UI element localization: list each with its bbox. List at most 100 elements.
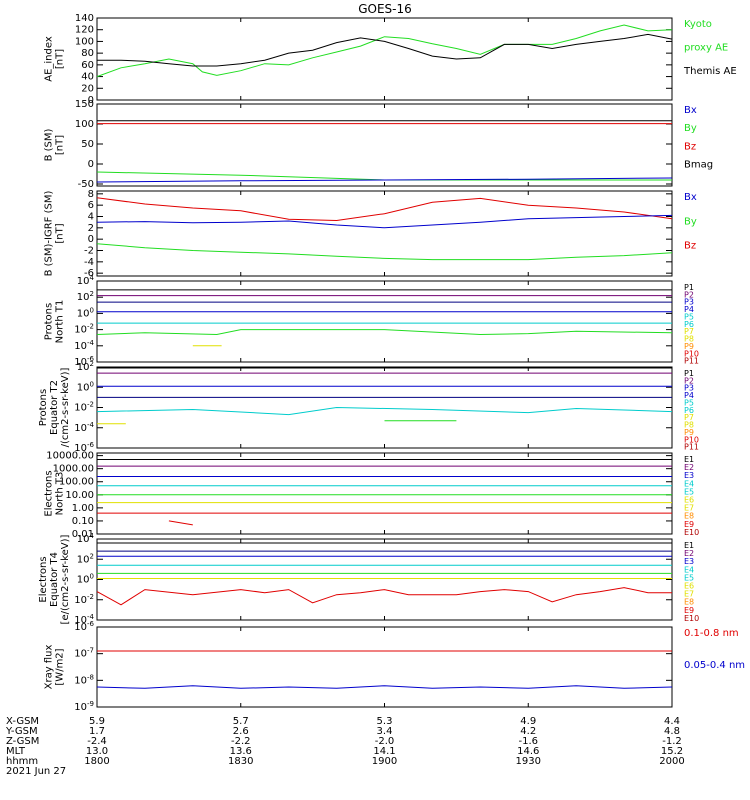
- y-tick-exponent: -2: [87, 401, 94, 409]
- series-line: [96, 197, 673, 222]
- series-line: [96, 177, 673, 183]
- legend-entry: P5: [684, 398, 694, 407]
- x-axis-row-label: Y-GSM: [5, 726, 38, 737]
- legend-entry: E10: [684, 528, 699, 537]
- x-axis-value: -2.0: [375, 736, 395, 747]
- y-tick-label: 100: [77, 380, 94, 393]
- legend-entry: P9: [684, 342, 694, 351]
- legend-entry: P7: [684, 327, 694, 336]
- legend-entry: Bz: [684, 241, 696, 252]
- legend-entry: P11: [684, 357, 699, 366]
- y-axis-label: Protons: [44, 303, 55, 340]
- series-line: [96, 406, 673, 416]
- y-tick-label: 60: [81, 60, 94, 71]
- legend-entry: P6: [684, 320, 694, 329]
- x-axis-value: 5.3: [377, 716, 393, 727]
- y-axis-label: Protons: [38, 389, 49, 426]
- legend-entry: P9: [684, 428, 694, 437]
- y-tick-exponent: 4: [90, 532, 95, 540]
- legend-entry: E4: [684, 479, 694, 488]
- legend-entry: P10: [684, 349, 699, 358]
- y-tick-exponent: -2: [87, 593, 94, 601]
- y-tick-label: 100.00: [59, 477, 94, 488]
- y-tick-label: 10000.00: [46, 451, 94, 462]
- panel-frame: [96, 17, 673, 101]
- panel-frame: [96, 626, 673, 708]
- legend-entry: P4: [684, 305, 694, 314]
- y-tick-label: 50: [81, 139, 94, 150]
- x-axis-value: 5.9: [89, 716, 105, 727]
- legend-entry: 0.05-0.4 nm: [684, 660, 745, 671]
- legend-entry: E10: [684, 614, 699, 623]
- legend-entry: P8: [684, 421, 694, 430]
- y-tick-exponent: -4: [87, 613, 95, 621]
- y-tick-label: 0: [88, 234, 94, 245]
- y-tick-exponent: 2: [90, 290, 94, 298]
- x-axis-row-label: Z-GSM: [6, 736, 39, 747]
- x-axis-value: 4.9: [520, 716, 536, 727]
- y-axis-label: Electrons: [38, 556, 49, 602]
- y-tick-label: -4: [84, 257, 94, 268]
- y-tick-label: 40: [81, 72, 94, 83]
- panel-8: 10-9 10-8 10-7 10-6 Xray flux [W/m2] 0.1-0.8 n…: [44, 620, 746, 713]
- y-tick-label: 0: [88, 95, 94, 106]
- legend-entry: E3: [684, 557, 694, 566]
- x-axis-value: 1900: [372, 756, 397, 767]
- y-tick-exponent: -6: [87, 355, 95, 363]
- x-axis-date: 2021 Jun 27: [6, 766, 66, 777]
- y-tick-label: -50: [78, 179, 94, 190]
- y-tick-exponent: -2: [87, 323, 94, 331]
- x-axis-value: 4.8: [664, 726, 680, 737]
- legend-entry: E1: [684, 455, 694, 464]
- series-line: [96, 214, 673, 229]
- x-axis-value: 15.2: [661, 746, 683, 757]
- legend-entry: P10: [684, 435, 699, 444]
- y-tick-label: 2: [88, 223, 94, 234]
- x-axis-row-label: X-GSM: [6, 716, 39, 727]
- x-axis-value: 5.7: [233, 716, 249, 727]
- x-axis-value: -2.4: [87, 736, 107, 747]
- legend-entry: Kyoto: [684, 19, 712, 30]
- y-tick-exponent: -4: [87, 421, 95, 429]
- panel-frame: [96, 452, 673, 535]
- y-tick-label: 120: [75, 25, 94, 36]
- series-line: [96, 685, 673, 689]
- legend-entry: P11: [684, 443, 699, 452]
- legend-entry: E5: [684, 487, 694, 496]
- x-axis-row-label: MLT: [6, 746, 26, 757]
- legend-entry: P8: [684, 335, 694, 344]
- legend-entry: P1: [684, 283, 694, 292]
- y-tick-label: -2: [84, 246, 94, 257]
- x-axis-value: -2.2: [231, 736, 251, 747]
- y-tick-label: 4: [88, 212, 94, 223]
- y-tick-label: 100: [77, 573, 94, 586]
- y-tick-exponent: 4: [90, 274, 95, 282]
- legend-entry: P5: [684, 312, 694, 321]
- x-axis-value: 13.0: [86, 746, 108, 757]
- y-tick-exponent: 0: [90, 306, 94, 314]
- legend-entry: E9: [684, 606, 694, 615]
- y-tick-label: 102: [77, 360, 94, 373]
- y-axis-label: /(cm2-s-sr-keV)]: [60, 367, 71, 447]
- y-tick-label: 10-6: [74, 620, 94, 633]
- x-axis-value: 4.2: [520, 726, 536, 737]
- legend-entry: E7: [684, 504, 694, 513]
- y-axis-label: [e/(cm2-s-sr-keV)]: [60, 534, 71, 624]
- y-tick-exponent: -8: [87, 673, 94, 681]
- legend-entry: Bmag: [684, 160, 713, 171]
- x-axis-value: -1.6: [518, 736, 538, 747]
- y-tick-label: 10-2: [74, 401, 94, 414]
- panel-frame: [96, 280, 673, 363]
- y-tick-exponent: 2: [90, 360, 94, 368]
- y-tick-label: 0: [88, 159, 94, 170]
- legend-entry: E2: [684, 463, 694, 472]
- y-tick-label: 10-2: [74, 593, 94, 606]
- series-line: [97, 33, 673, 67]
- legend-entry: By: [684, 123, 697, 134]
- series-line: [96, 329, 673, 336]
